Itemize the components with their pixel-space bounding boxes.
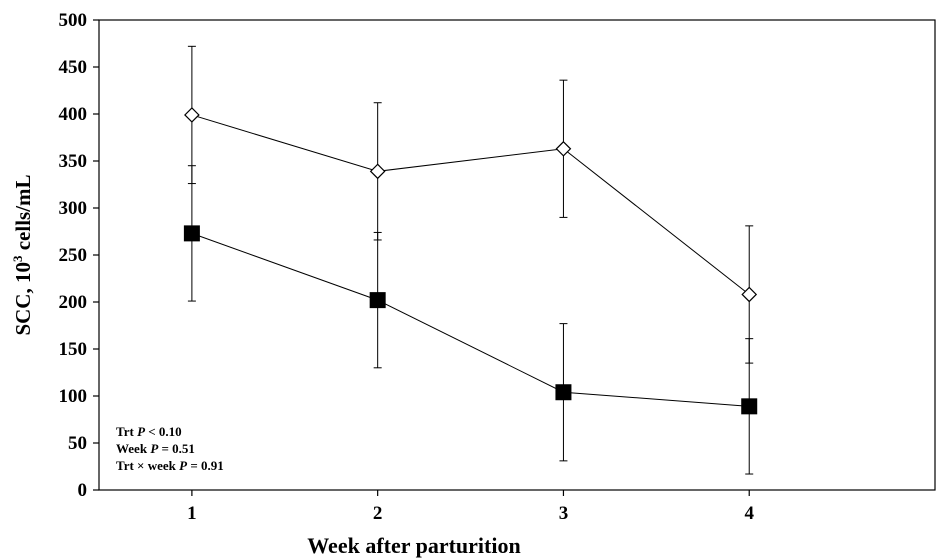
x-tick-label: 1: [187, 503, 197, 524]
data-point-diamond: [741, 286, 758, 303]
x-axis-ticks: 1 2 3 4: [187, 490, 754, 524]
svg-text:Trt × week P = 0.91: Trt × week P = 0.91: [116, 458, 224, 473]
y-axis-ticks: 0 50 100 150 200 250 300 350 400 450 500: [59, 10, 99, 501]
data-point-square: [369, 292, 386, 309]
data-point-diamond: [369, 163, 386, 180]
annotation-2-post: = 0.51: [158, 441, 195, 456]
data-point-diamond: [184, 107, 200, 123]
data-point-square: [555, 384, 572, 401]
annotation-1-p: P: [137, 424, 146, 439]
annotation-1-pre: Trt: [116, 424, 137, 439]
series-line: [191, 232, 750, 407]
series-2: [183, 165, 758, 475]
annotation-2-p: P: [150, 441, 159, 456]
series-1: [184, 45, 758, 364]
y-tick-label: 200: [59, 292, 88, 313]
x-tick-label: 2: [373, 503, 383, 524]
y-tick-label: 0: [78, 480, 88, 501]
y-tick-label: 500: [59, 10, 88, 31]
data-point-square: [183, 225, 200, 242]
x-tick-label: 3: [559, 503, 569, 524]
svg-text:Week P = 0.51: Week P = 0.51: [116, 441, 195, 456]
plot-frame: [98, 19, 936, 491]
series-line: [191, 114, 750, 295]
annotation-3-pre: Trt × week: [116, 458, 179, 473]
y-axis-title-tail: cells/mL: [11, 174, 35, 255]
y-axis-title-main: SCC, 10: [11, 262, 35, 336]
y-tick-label: 300: [59, 198, 88, 219]
series-layer: [183, 45, 758, 475]
x-tick-label: 4: [744, 503, 754, 524]
y-tick-label: 450: [59, 57, 88, 78]
annotation-3-p: P: [179, 458, 188, 473]
svg-text:Trt P < 0.10: Trt P < 0.10: [116, 424, 182, 439]
y-axis-title-superscript: 3: [10, 255, 25, 262]
y-tick-label: 250: [59, 245, 88, 266]
data-point-square: [741, 398, 758, 415]
stats-annotation: Trt P < 0.10 Week P = 0.51 Trt × week P …: [116, 424, 224, 473]
x-axis-title: Week after parturition: [307, 533, 520, 558]
y-tick-label: 400: [59, 104, 88, 125]
data-point-diamond: [555, 140, 572, 157]
y-tick-label: 100: [59, 386, 88, 407]
y-tick-label: 50: [68, 433, 87, 454]
y-tick-label: 350: [59, 151, 88, 172]
y-tick-label: 150: [59, 339, 88, 360]
annotation-3-post: = 0.91: [187, 458, 224, 473]
y-axis-title: SCC, 103 cells/mL: [10, 174, 35, 335]
annotation-2-pre: Week: [116, 441, 150, 456]
annotation-1-post: < 0.10: [145, 424, 182, 439]
